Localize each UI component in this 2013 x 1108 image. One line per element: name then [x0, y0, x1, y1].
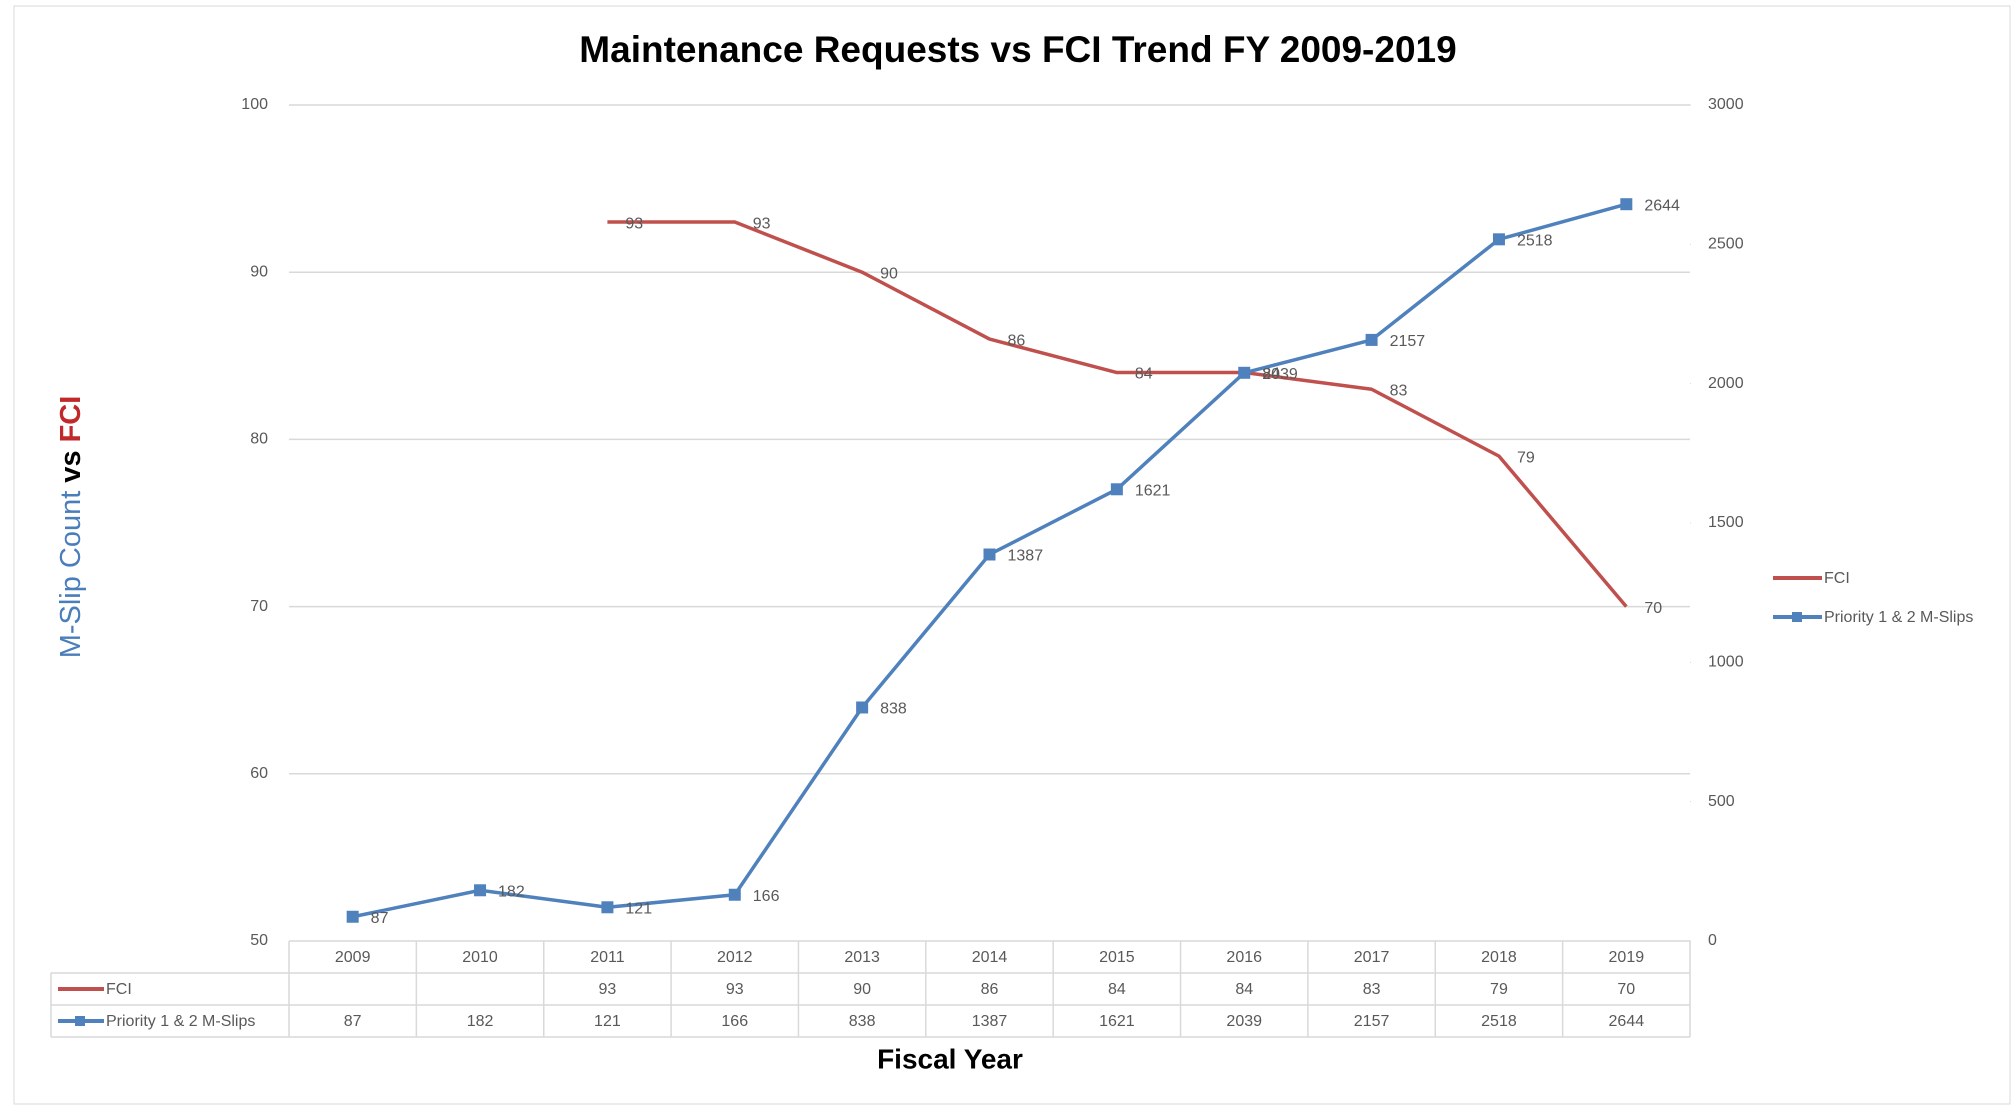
table-cell: 93 — [599, 981, 617, 998]
point-marker — [346, 910, 359, 923]
table-cell: 87 — [344, 1013, 362, 1030]
table-row-label: Priority 1 & 2 M-Slips — [106, 1013, 255, 1030]
chart-frame — [13, 5, 2011, 1105]
table-cell: 79 — [1490, 981, 1508, 998]
y2-tick-label: 500 — [1708, 793, 1735, 810]
y-tick-label: 90 — [250, 263, 268, 280]
data-label: 93 — [625, 215, 643, 232]
x-tick-label: 2009 — [335, 949, 371, 966]
table-cell: 2644 — [1609, 1013, 1645, 1030]
table-row-label: FCI — [106, 981, 132, 998]
y-tick-label: 100 — [241, 96, 268, 113]
legend-label: Priority 1 & 2 M-Slips — [1824, 609, 1973, 626]
y-tick-label: 80 — [250, 431, 268, 448]
data-label: 84 — [1262, 366, 1280, 383]
table-cell: 121 — [594, 1013, 621, 1030]
x-tick-label: 2010 — [462, 949, 498, 966]
point-marker — [983, 548, 996, 561]
x-tick-label: 2011 — [590, 949, 625, 966]
data-label: 83 — [1390, 382, 1408, 399]
x-tick-label: 2013 — [844, 949, 880, 966]
data-label: 86 — [1008, 332, 1026, 349]
table-cell: 2518 — [1481, 1013, 1517, 1030]
x-tick-label: 2014 — [972, 949, 1008, 966]
y2-tick-label: 2000 — [1708, 375, 1744, 392]
x-tick-label: 2017 — [1354, 949, 1390, 966]
point-marker — [1238, 366, 1251, 379]
table-cell: 2157 — [1354, 1013, 1390, 1030]
legend-label: FCI — [1824, 570, 1850, 587]
y-axis-title-part: FCI — [55, 396, 87, 443]
table-cell: 84 — [1108, 981, 1126, 998]
point-marker — [1620, 198, 1633, 211]
x-tick-label: 2016 — [1226, 949, 1262, 966]
data-label: 1621 — [1135, 483, 1171, 500]
point-marker — [1110, 483, 1123, 496]
data-label: 838 — [880, 701, 907, 718]
data-label: 84 — [1135, 366, 1153, 383]
y2-tick-label: 0 — [1708, 932, 1717, 949]
table-cell: 70 — [1617, 981, 1635, 998]
data-label: 2518 — [1517, 233, 1553, 250]
point-marker — [601, 901, 614, 914]
point-marker — [856, 701, 869, 714]
table-cell: 90 — [853, 981, 871, 998]
table-cell: 1387 — [972, 1013, 1008, 1030]
data-label: 121 — [625, 901, 652, 918]
point-marker — [728, 888, 741, 901]
point-marker — [1492, 233, 1505, 246]
data-label: 90 — [880, 265, 898, 282]
y2-tick-label: 1000 — [1708, 654, 1744, 671]
data-label: 182 — [498, 884, 525, 901]
table-cell: 84 — [1235, 981, 1253, 998]
table-cell: 83 — [1363, 981, 1381, 998]
table-cell: 86 — [981, 981, 999, 998]
x-tick-label: 2015 — [1099, 949, 1135, 966]
data-label: 166 — [753, 888, 780, 905]
data-label: 1387 — [1008, 548, 1044, 565]
point-marker — [1365, 333, 1378, 346]
y2-tick-label: 1500 — [1708, 514, 1744, 531]
y-tick-label: 50 — [250, 932, 268, 949]
x-tick-label: 2018 — [1481, 949, 1517, 966]
x-tick-label: 2019 — [1609, 949, 1645, 966]
y-tick-label: 60 — [250, 765, 268, 782]
table-cell: 1621 — [1099, 1013, 1135, 1030]
data-label: 79 — [1517, 449, 1535, 466]
data-label: 2039 — [1262, 366, 1298, 383]
table-cell: 182 — [467, 1013, 494, 1030]
table-cell: 93 — [726, 981, 744, 998]
legend-marker — [1792, 612, 1802, 622]
series-line — [607, 220, 1628, 608]
y-axis-title-part: vs — [55, 450, 87, 482]
x-tick-label: 2012 — [717, 949, 753, 966]
y2-tick-label: 3000 — [1708, 96, 1744, 113]
table-cell: 166 — [721, 1013, 748, 1030]
table-cell: 2039 — [1226, 1013, 1262, 1030]
data-label: 70 — [1644, 600, 1662, 617]
chart-title: Maintenance Requests vs FCI Trend FY 200… — [579, 29, 1456, 70]
y-axis-title-part: M-Slip Count — [55, 491, 87, 659]
x-axis-title: Fiscal Year — [877, 1043, 1023, 1074]
legend-marker — [75, 1016, 85, 1026]
table-cell: 838 — [849, 1013, 876, 1030]
data-label: 2644 — [1644, 197, 1680, 214]
data-label: 93 — [753, 215, 771, 232]
y-axis-title: M-Slip Count vs FCI — [55, 396, 87, 659]
data-label: 2157 — [1390, 333, 1426, 350]
y2-tick-label: 2500 — [1708, 236, 1744, 253]
y-tick-label: 70 — [250, 598, 268, 615]
data-label: 87 — [371, 910, 389, 927]
point-marker — [474, 884, 487, 897]
